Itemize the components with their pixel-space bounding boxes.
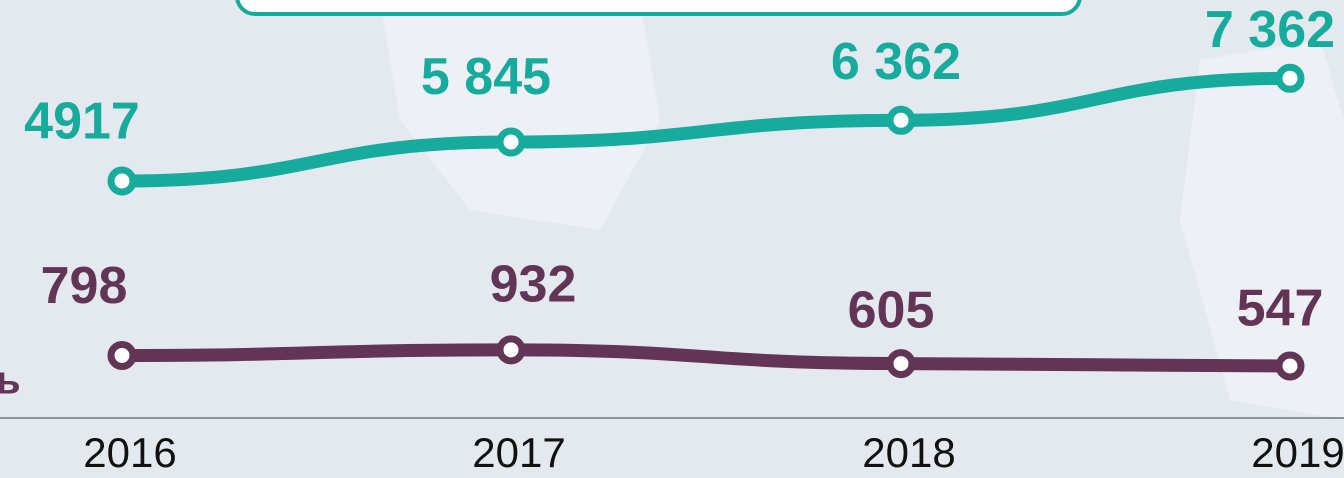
point bbox=[1275, 351, 1305, 381]
side-label: ь bbox=[0, 359, 21, 403]
data-label: 7 362 bbox=[1205, 1, 1335, 59]
data-label: 605 bbox=[848, 281, 935, 339]
data-label: 798 bbox=[41, 257, 128, 315]
map-shape bbox=[380, 0, 660, 230]
point bbox=[496, 127, 526, 157]
data-label: 547 bbox=[1237, 280, 1324, 338]
map-shape bbox=[1180, 40, 1344, 420]
point bbox=[886, 105, 916, 135]
data-label: 6 362 bbox=[831, 33, 961, 91]
line bbox=[115, 71, 1297, 188]
point bbox=[107, 166, 137, 196]
data-label: 4917 bbox=[24, 93, 140, 151]
header-box bbox=[235, 0, 1082, 16]
point bbox=[886, 349, 916, 379]
point bbox=[107, 340, 137, 370]
data-label: 932 bbox=[490, 256, 577, 314]
x-tick-label: 2018 bbox=[862, 429, 955, 476]
data-label: 5 845 bbox=[421, 48, 551, 106]
point bbox=[496, 335, 526, 365]
line bbox=[115, 343, 1297, 373]
x-tick-label: 2016 bbox=[83, 429, 176, 476]
point bbox=[1275, 63, 1305, 93]
x-tick-label: 2017 bbox=[472, 429, 565, 476]
x-tick-label: 2019 bbox=[1251, 429, 1344, 476]
